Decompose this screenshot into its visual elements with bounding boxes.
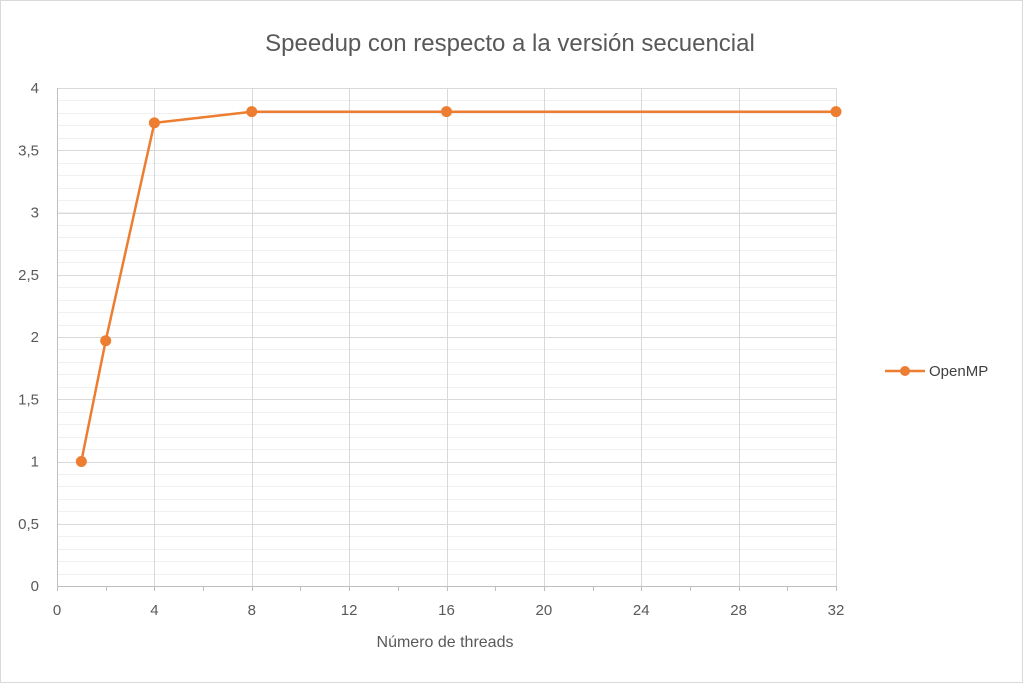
x-tick-label: 28	[730, 602, 747, 619]
y-tick-label: 1,5	[18, 391, 39, 408]
y-tick-label: 1	[31, 454, 39, 471]
series	[75, 106, 842, 467]
axes: 0 4 8 12 16 20 24 28 32 0 0,5 1 1,5 2 2,5 3 3,5 4	[18, 80, 844, 619]
data-point	[75, 456, 87, 467]
x-axis-title: Número de threads	[377, 634, 514, 651]
legend-marker	[900, 366, 910, 376]
x-tick-label: 32	[828, 602, 845, 619]
x-tick-label: 8	[248, 602, 256, 619]
x-tick-label: 16	[438, 602, 455, 619]
data-point	[246, 106, 258, 118]
data-point	[148, 117, 160, 129]
y-tick-label: 4	[31, 80, 39, 97]
data-point	[830, 106, 842, 118]
x-tick-label: 12	[341, 602, 358, 619]
data-point	[441, 106, 452, 118]
legend-label: OpenMP	[929, 363, 988, 380]
y-tick-label: 2	[31, 329, 39, 346]
y-tick-label: 2,5	[18, 267, 39, 284]
chart-title: Speedup con respecto a la versión secuen…	[265, 30, 755, 57]
grid	[57, 88, 837, 587]
data-point	[100, 335, 112, 347]
y-tick-label: 3,5	[18, 142, 39, 159]
legend: OpenMP	[885, 363, 988, 380]
x-tick-label: 4	[150, 602, 158, 619]
series-line	[80, 110, 836, 462]
y-tick-label: 0	[31, 578, 39, 595]
y-tick-label: 3	[31, 205, 39, 222]
y-tick-label: 0,5	[18, 516, 39, 533]
x-tick-label: 24	[633, 602, 650, 619]
x-tick-label: 20	[536, 602, 553, 619]
x-tick-label: 0	[53, 602, 61, 619]
